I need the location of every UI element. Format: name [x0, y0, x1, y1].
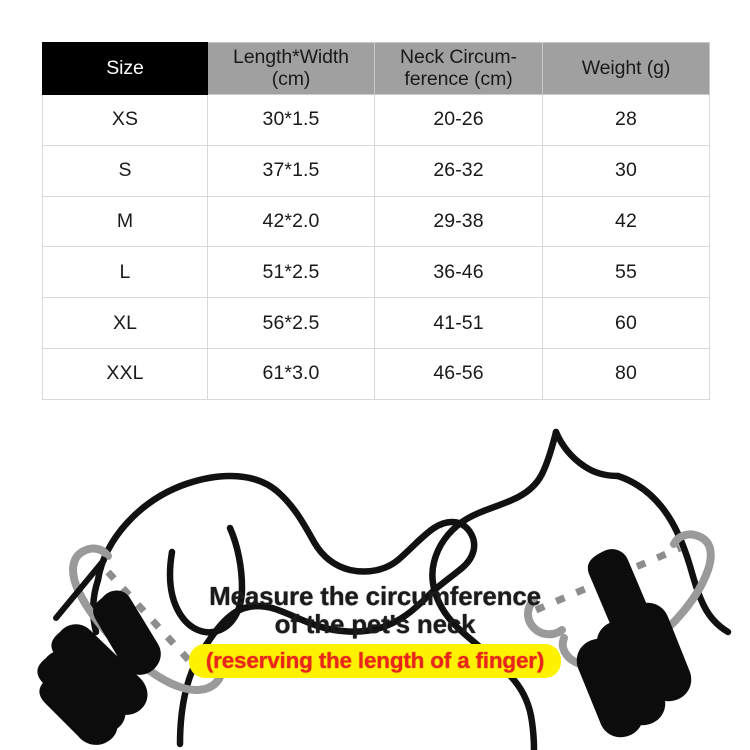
cat-ear-left — [552, 428, 622, 480]
table-row: L 51*2.5 36-46 55 — [42, 246, 710, 299]
cell-length-width: 42*2.0 — [207, 195, 375, 248]
cat-head-right-side — [614, 472, 732, 636]
dog-hand-finger-silhouette — [37, 590, 161, 745]
cell-neck: 36-46 — [374, 246, 543, 299]
dog-ear-outline — [166, 524, 246, 636]
table-header-row: Size Length*Width (cm) Neck Circum- fere… — [42, 42, 710, 95]
cell-length-width: 61*3.0 — [207, 347, 375, 400]
column-header-length-width: Length*Width (cm) — [207, 42, 375, 95]
size-chart-table: Size Length*Width (cm) Neck Circum- fere… — [42, 42, 710, 400]
cat-tape-loop-tail — [524, 596, 566, 639]
cell-neck: 41-51 — [374, 297, 543, 349]
cell-size: L — [42, 246, 208, 299]
column-header-neck-line2: ference (cm) — [404, 67, 513, 90]
dog-head-illustration — [37, 472, 478, 748]
dog-tape-cross-mark — [53, 557, 107, 621]
table-row: S 37*1.5 26-32 30 — [42, 144, 710, 197]
cell-weight: 30 — [542, 144, 710, 197]
size-chart-table-container: Size Length*Width (cm) Neck Circum- fere… — [42, 42, 710, 400]
dog-tape-loop-end — [78, 544, 112, 560]
cell-neck: 46-56 — [374, 347, 543, 400]
table-row: XXL 61*3.0 46-56 80 — [42, 347, 710, 400]
cell-size: M — [42, 195, 208, 248]
cell-size: S — [42, 144, 208, 197]
cat-neck-dashed-line — [534, 544, 682, 614]
cell-weight: 28 — [542, 94, 710, 146]
cat-hand-finger-silhouette — [576, 549, 692, 738]
cell-weight: 60 — [542, 297, 710, 349]
measurement-illustration — [0, 400, 750, 750]
cat-tape-loop-end — [670, 530, 702, 548]
column-header-length-width-line1: Length*Width — [233, 45, 349, 68]
table-row: XS 30*1.5 20-26 28 — [42, 94, 710, 146]
cell-size: XXL — [42, 347, 208, 400]
dog-head-top-curve — [94, 472, 478, 635]
cell-length-width: 56*2.5 — [207, 297, 375, 349]
cell-neck: 20-26 — [374, 94, 543, 146]
cell-length-width: 51*2.5 — [207, 246, 375, 299]
cat-head-illustration — [429, 428, 732, 750]
table-row: XL 56*2.5 41-51 60 — [42, 297, 710, 349]
cell-weight: 55 — [542, 246, 710, 299]
column-header-weight-line1: Weight (g) — [581, 56, 671, 79]
cell-weight: 80 — [542, 347, 710, 400]
cat-head-outline — [429, 428, 560, 750]
cell-neck: 26-32 — [374, 144, 543, 197]
column-header-size-line1: Size — [106, 56, 144, 79]
column-header-neck-line1: Neck Circum- — [400, 45, 517, 68]
cell-size: XS — [42, 94, 208, 146]
column-header-size: Size — [42, 42, 208, 95]
column-header-weight: Weight (g) — [542, 42, 710, 95]
cell-weight: 42 — [542, 195, 710, 248]
table-header: Size Length*Width (cm) Neck Circum- fere… — [42, 42, 710, 95]
cell-size: XL — [42, 297, 208, 349]
cell-neck: 29-38 — [374, 195, 543, 248]
cell-length-width: 30*1.5 — [207, 94, 375, 146]
table-body: XS 30*1.5 20-26 28 S 37*1.5 26-32 30 M 4… — [42, 94, 710, 400]
cell-length-width: 37*1.5 — [207, 144, 375, 197]
table-row: M 42*2.0 29-38 42 — [42, 195, 710, 248]
column-header-neck-circumference: Neck Circum- ference (cm) — [374, 42, 543, 95]
column-header-length-width-line2: (cm) — [271, 67, 311, 90]
dog-nape-line — [90, 576, 102, 636]
